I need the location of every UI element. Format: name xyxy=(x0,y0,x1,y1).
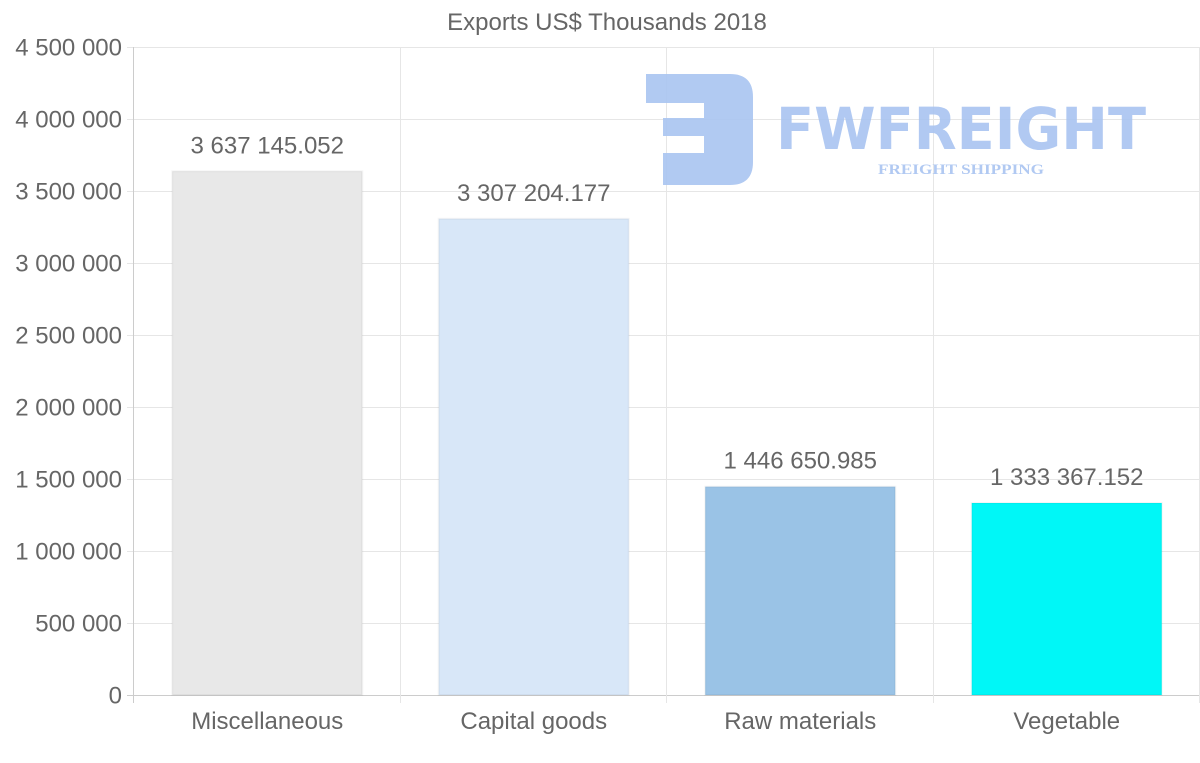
y-tick-label: 0 xyxy=(109,683,122,710)
y-tick-label: 3 000 000 xyxy=(15,251,122,278)
axes: 0 500 000 1 000 000 1 500 000 2 000 000 2 500… xyxy=(15,35,1120,736)
logo-mark-icon xyxy=(646,74,753,185)
logo-tagline: FREIGHT SHIPPING xyxy=(878,162,1044,178)
chart-title: Exports US$ Thousands 2018 xyxy=(447,9,767,36)
bars: 3 637 145.052 3 307 204.177 1 446 650.985 1… xyxy=(171,132,1163,697)
y-tick-label: 1 000 000 xyxy=(15,539,122,566)
y-tick-label: 3 500 000 xyxy=(15,179,122,206)
y-tick-label: 500 000 xyxy=(35,611,122,638)
fwfreight-logo-watermark: FWFREIGHT FREIGHT SHIPPING xyxy=(646,74,1146,185)
logo-name: FWFREIGHT xyxy=(776,95,1146,163)
x-tick-label: Capital goods xyxy=(460,708,607,735)
x-tick-label: Vegetable xyxy=(1013,708,1120,735)
bar-raw-materials xyxy=(704,485,897,696)
y-tick-label: 2 000 000 xyxy=(15,395,122,422)
x-tick-label: Raw materials xyxy=(724,708,876,735)
y-tick-label: 4 500 000 xyxy=(15,35,122,62)
y-tick-label: 1 500 000 xyxy=(15,467,122,494)
bar-vegetable xyxy=(970,501,1163,696)
y-tick-label: 4 000 000 xyxy=(15,107,122,134)
bar-capital-goods xyxy=(437,217,630,696)
data-label: 3 307 204.177 xyxy=(457,180,610,207)
data-label: 3 637 145.052 xyxy=(191,132,344,159)
bar-miscellaneous xyxy=(171,170,364,697)
data-label: 1 333 367.152 xyxy=(990,464,1143,491)
y-tick-label: 2 500 000 xyxy=(15,323,122,350)
data-label: 1 446 650.985 xyxy=(724,448,877,475)
x-tick-label: Miscellaneous xyxy=(191,708,343,735)
